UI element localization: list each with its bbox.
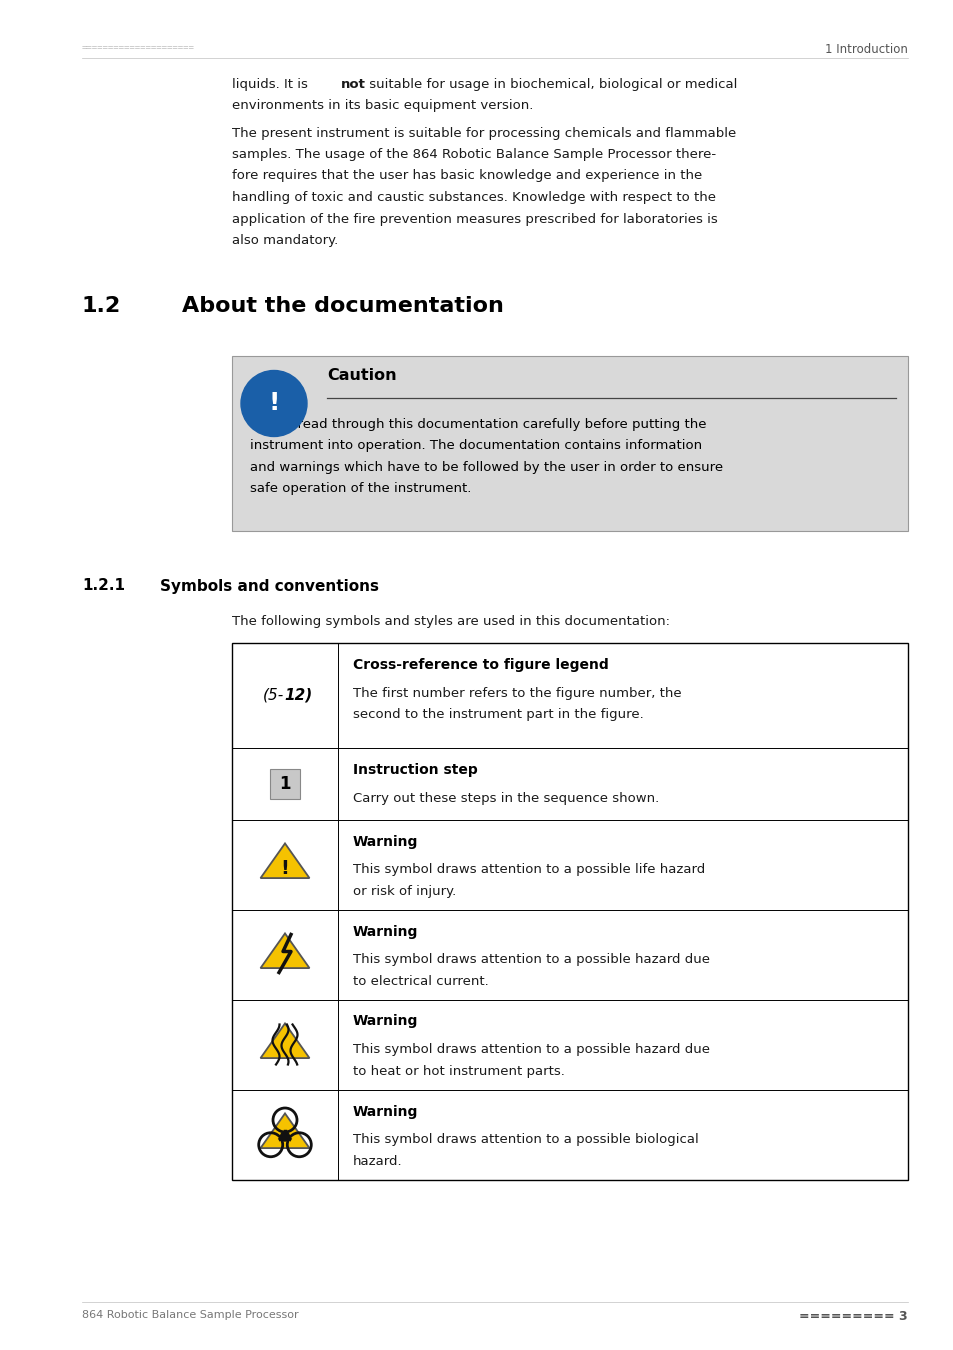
Text: !: ! — [268, 392, 279, 416]
Text: Warning: Warning — [353, 834, 418, 849]
Polygon shape — [260, 1023, 309, 1058]
Text: suitable for usage in biochemical, biological or medical: suitable for usage in biochemical, biolo… — [364, 78, 737, 90]
Text: to electrical current.: to electrical current. — [353, 975, 488, 988]
Text: The following symbols and styles are used in this documentation:: The following symbols and styles are use… — [232, 614, 669, 628]
Text: instrument into operation. The documentation contains information: instrument into operation. The documenta… — [250, 439, 701, 452]
Text: Warning: Warning — [353, 1104, 418, 1119]
Polygon shape — [260, 844, 309, 878]
Circle shape — [280, 1133, 289, 1141]
Text: About the documentation: About the documentation — [182, 296, 503, 316]
Text: and warnings which have to be followed by the user in order to ensure: and warnings which have to be followed b… — [250, 460, 722, 474]
Text: ========= 3: ========= 3 — [799, 1310, 907, 1323]
Text: Carry out these steps in the sequence shown.: Carry out these steps in the sequence sh… — [353, 791, 659, 805]
FancyBboxPatch shape — [270, 768, 299, 798]
Text: fore requires that the user has basic knowledge and experience in the: fore requires that the user has basic kn… — [232, 170, 701, 182]
Text: This symbol draws attention to a possible life hazard: This symbol draws attention to a possibl… — [353, 864, 704, 876]
Text: !: ! — [280, 859, 289, 878]
Text: This symbol draws attention to a possible hazard due: This symbol draws attention to a possibl… — [353, 1044, 709, 1057]
Text: 12): 12) — [284, 687, 312, 702]
Text: handling of toxic and caustic substances. Knowledge with respect to the: handling of toxic and caustic substances… — [232, 190, 716, 204]
Text: not: not — [340, 78, 365, 90]
Text: Cross-reference to figure legend: Cross-reference to figure legend — [353, 657, 608, 671]
Text: This symbol draws attention to a possible biological: This symbol draws attention to a possibl… — [353, 1134, 698, 1146]
Text: =====================: ===================== — [82, 43, 194, 53]
Bar — [232, 643, 907, 1180]
Text: to heat or hot instrument parts.: to heat or hot instrument parts. — [353, 1065, 564, 1079]
Text: This symbol draws attention to a possible hazard due: This symbol draws attention to a possibl… — [353, 953, 709, 967]
Polygon shape — [260, 1114, 309, 1148]
Text: 864 Robotic Balance Sample Processor: 864 Robotic Balance Sample Processor — [82, 1310, 298, 1320]
Text: hazard.: hazard. — [353, 1156, 402, 1168]
Text: (5-: (5- — [262, 687, 284, 702]
Text: second to the instrument part in the figure.: second to the instrument part in the fig… — [353, 707, 643, 721]
FancyBboxPatch shape — [232, 355, 907, 531]
Text: or risk of injury.: or risk of injury. — [353, 886, 456, 898]
Text: Warning: Warning — [353, 1014, 418, 1029]
Text: The first number refers to the figure number, the: The first number refers to the figure nu… — [353, 687, 680, 699]
Text: liquids. It is: liquids. It is — [232, 78, 312, 90]
Text: 1: 1 — [279, 775, 291, 792]
Text: Warning: Warning — [353, 925, 418, 938]
Text: environments in its basic equipment version.: environments in its basic equipment vers… — [232, 100, 533, 112]
Text: 1 Introduction: 1 Introduction — [824, 43, 907, 55]
Text: samples. The usage of the 864 Robotic Balance Sample Processor there-: samples. The usage of the 864 Robotic Ba… — [232, 148, 716, 161]
Text: 1.2.1: 1.2.1 — [82, 579, 125, 594]
Text: Instruction step: Instruction step — [353, 763, 477, 776]
Text: application of the fire prevention measures prescribed for laboratories is: application of the fire prevention measu… — [232, 212, 717, 225]
Text: 1.2: 1.2 — [82, 296, 121, 316]
Text: The present instrument is suitable for processing chemicals and flammable: The present instrument is suitable for p… — [232, 127, 736, 139]
Text: safe operation of the instrument.: safe operation of the instrument. — [250, 482, 471, 495]
Text: Please read through this documentation carefully before putting the: Please read through this documentation c… — [250, 417, 706, 431]
Circle shape — [241, 370, 307, 436]
Text: also mandatory.: also mandatory. — [232, 234, 338, 247]
Text: Symbols and conventions: Symbols and conventions — [160, 579, 378, 594]
Polygon shape — [260, 933, 309, 968]
Text: Caution: Caution — [327, 367, 396, 382]
